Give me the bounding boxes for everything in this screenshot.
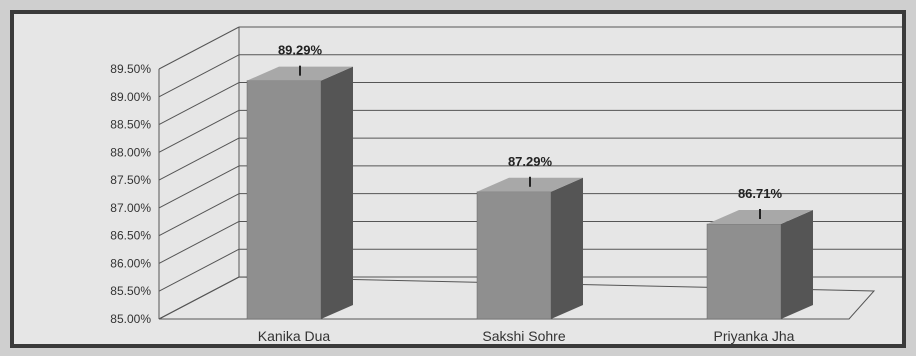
side-wall-line [158,82,240,125]
data-label: 89.29% [278,43,323,58]
side-wall-line [158,137,240,181]
y-tick-label: 88.00% [110,145,151,159]
side-wall-line [158,54,240,98]
bar-side [781,210,813,319]
side-wall-line [158,109,240,153]
bar [706,223,782,320]
side-wall-line [158,193,240,237]
y-tick-label: 85.00% [110,312,151,326]
data-label: 86.71% [738,186,783,201]
y-tick-label: 89.00% [110,90,151,104]
category-label: Priyanka Jha [714,328,795,344]
y-tick-label: 89.50% [110,62,151,76]
y-tick-label: 85.50% [110,284,151,298]
chart-floor [158,276,876,320]
bar-side [551,177,583,319]
side-wall-line [158,165,240,209]
side-wall-line [158,26,240,70]
bar-side [321,66,353,319]
category-label: Kanika Dua [258,328,331,344]
y-tick-label: 88.50% [110,118,151,132]
y-tick-label: 87.50% [110,173,151,187]
category-label: Sakshi Sohre [482,328,565,344]
bar [246,80,322,320]
bar [476,191,552,320]
y-tick-label: 86.00% [110,256,151,270]
side-wall-line [158,248,240,292]
y-tick-label: 86.50% [110,229,151,243]
data-label: 87.29% [508,154,553,169]
chart-frame: 85.00% 85.50% 86.00% 86.50% 87.00% 87.50% 88.0… [10,10,906,348]
bar-chart: 85.00% 85.50% 86.00% 86.50% 87.00% 87.50% 88.0… [110,26,902,344]
y-tick-label: 87.00% [110,201,151,215]
side-wall-line [158,221,240,264]
